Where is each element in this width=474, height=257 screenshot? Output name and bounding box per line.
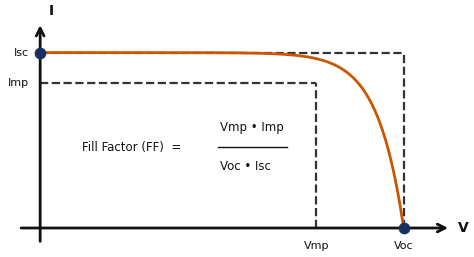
Text: Vmp • Imp: Vmp • Imp xyxy=(220,121,284,134)
Text: Voc • Isc: Voc • Isc xyxy=(220,160,271,173)
Text: Isc: Isc xyxy=(14,48,29,58)
Text: Voc: Voc xyxy=(394,241,413,251)
Text: I: I xyxy=(49,4,55,18)
Text: V: V xyxy=(458,221,469,235)
Point xyxy=(400,226,408,230)
Text: Vmp: Vmp xyxy=(304,241,329,251)
Text: Imp: Imp xyxy=(8,78,29,88)
Text: Fill Factor (FF)  =: Fill Factor (FF) = xyxy=(82,141,189,154)
Point xyxy=(36,51,44,55)
